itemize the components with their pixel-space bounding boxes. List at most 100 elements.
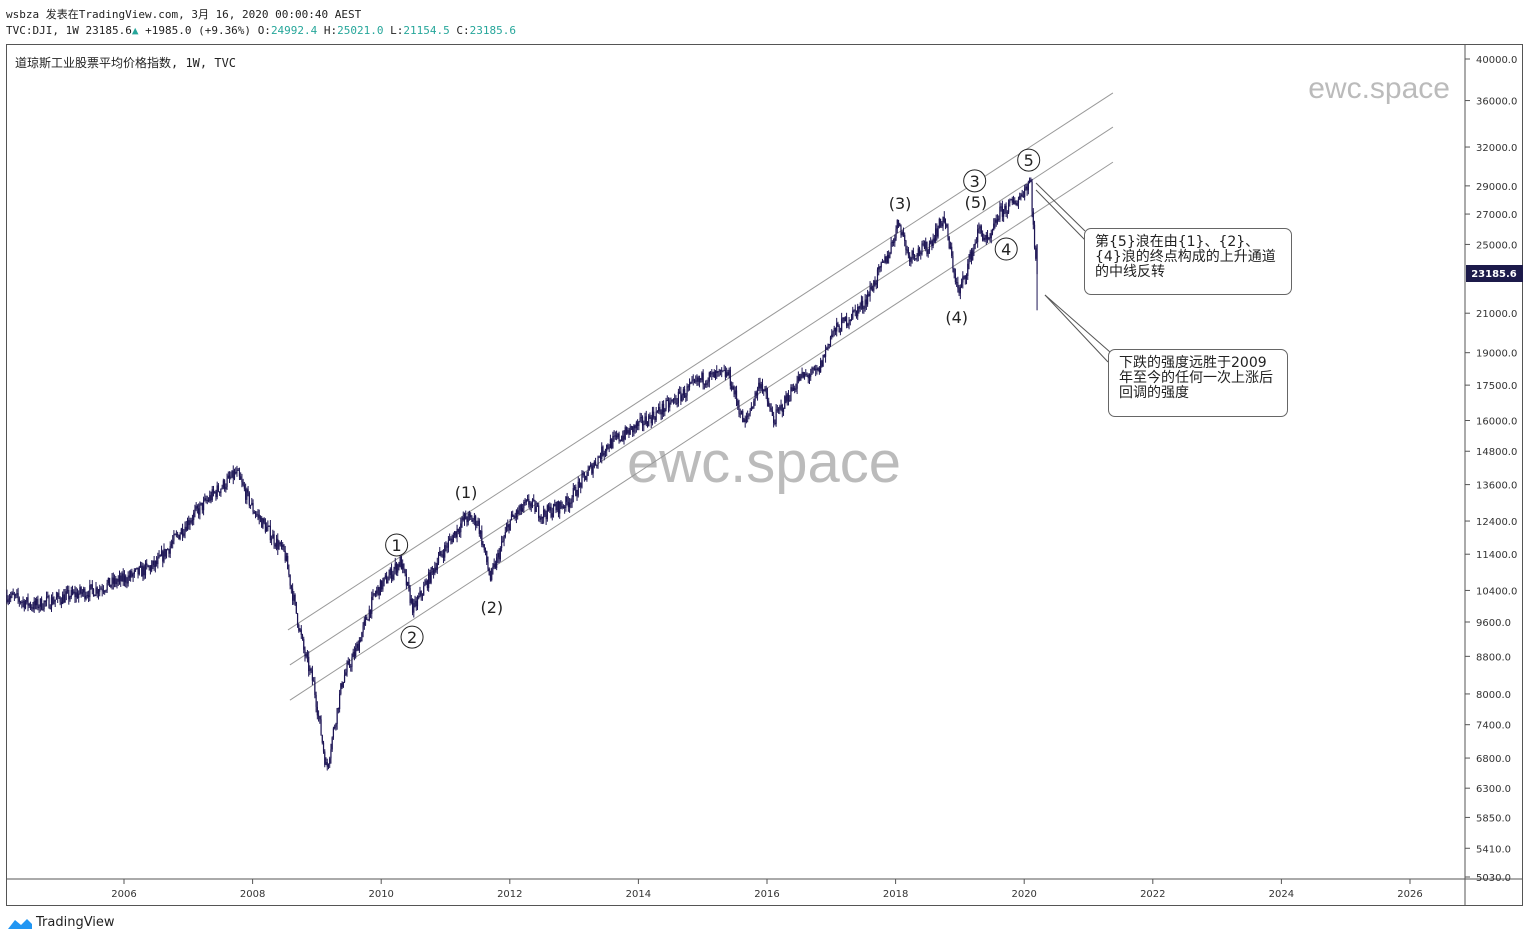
candle [62, 591, 64, 605]
candle [272, 529, 274, 539]
candle [179, 532, 181, 541]
candle-body [387, 580, 389, 584]
candle [285, 552, 288, 562]
y-tick-label: 36000.0 [1476, 97, 1517, 108]
candle [169, 541, 171, 558]
candle [758, 377, 760, 391]
candle-body [151, 564, 153, 571]
candle [734, 386, 736, 399]
candle-body [603, 453, 605, 456]
candle [890, 236, 892, 255]
candle-body [543, 509, 545, 519]
candle [718, 368, 720, 377]
candle-body [393, 569, 395, 575]
candle-body [790, 387, 792, 401]
candle [790, 384, 792, 402]
candle [367, 619, 369, 621]
candle [109, 577, 111, 587]
candle-body [902, 232, 905, 235]
candle-body [786, 394, 788, 402]
candle-body [618, 433, 620, 441]
x-tick-label: 2024 [1269, 889, 1294, 900]
y-tick-label: 9600.0 [1476, 618, 1511, 629]
chart-pane[interactable] [6, 44, 1523, 906]
candle [561, 501, 563, 510]
candle-body [607, 444, 609, 448]
candle [125, 574, 127, 588]
candle-body [19, 601, 22, 603]
candle [700, 377, 702, 383]
low-label: L: [390, 24, 404, 37]
candle-body [776, 409, 778, 411]
candle-body [782, 408, 785, 412]
candle-body [787, 394, 790, 401]
candle [282, 542, 284, 551]
candle [691, 376, 693, 384]
candle-body [745, 416, 748, 423]
candle [305, 651, 307, 659]
candle [659, 401, 661, 415]
candle-body [585, 475, 587, 480]
candle [628, 428, 630, 439]
candle [63, 589, 65, 604]
candle-body [625, 427, 628, 434]
candle-body [220, 488, 222, 494]
candle [708, 371, 710, 388]
candle [520, 503, 522, 515]
candle [1026, 183, 1028, 196]
candle [889, 251, 891, 259]
candle-body [839, 331, 842, 333]
candle-body [432, 569, 435, 574]
candle-body [256, 514, 258, 516]
candle [332, 726, 335, 740]
candle-body [27, 597, 29, 606]
candle [613, 430, 615, 442]
candle [644, 412, 646, 425]
candle-body [638, 421, 640, 426]
candle [85, 591, 87, 601]
candle [1016, 200, 1018, 207]
candle-body [1033, 224, 1036, 248]
candle [781, 403, 783, 418]
candle [316, 701, 318, 720]
candle-body [561, 506, 563, 508]
candle-body [55, 597, 58, 600]
candle [827, 343, 829, 351]
candle-body [321, 735, 323, 743]
candle [256, 511, 258, 518]
candle-body [317, 715, 320, 717]
candle [90, 584, 92, 590]
candle [567, 496, 569, 512]
candle-body [1009, 200, 1011, 203]
candle-body [619, 439, 621, 441]
candle [634, 424, 636, 434]
candle-body [884, 256, 886, 263]
candle-body [136, 567, 138, 569]
candle-body [385, 575, 388, 584]
candle [671, 399, 673, 403]
candle-body [739, 413, 741, 415]
candle-body [21, 601, 23, 603]
candle-body [816, 368, 818, 371]
candle-body [696, 377, 698, 382]
candle [735, 385, 738, 407]
candle [544, 508, 546, 517]
annotation-callout-wave5[interactable]: 第{5}浪在由{1}、{2}、{4}浪的终点构成的上升通道的中线反转 [1084, 228, 1292, 295]
candle-body [907, 249, 910, 256]
tradingview-logo[interactable]: TradingView [7, 915, 115, 930]
candle [131, 568, 133, 578]
candle-body [355, 648, 357, 657]
candle [712, 371, 714, 378]
annotation-callout-decline[interactable]: 下跌的强度远胜于2009年至今的任何一次上涨后回调的强度 [1108, 349, 1288, 417]
candle-body [104, 591, 106, 593]
candle-body [682, 389, 684, 396]
candle [152, 560, 154, 570]
candle-body [761, 384, 764, 392]
candle [324, 749, 326, 768]
candle [1025, 183, 1027, 191]
candle [384, 572, 386, 580]
candle-body [876, 269, 879, 283]
candle-body [659, 406, 661, 413]
last-price-label: 23185.6 [1466, 265, 1523, 282]
